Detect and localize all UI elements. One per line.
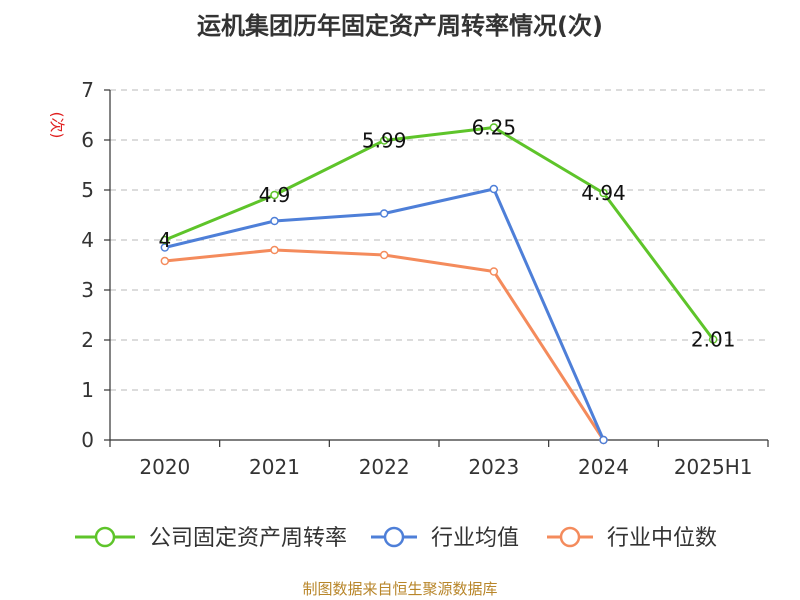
x-tick-label: 2024 <box>578 455 629 479</box>
series-line <box>164 126 715 341</box>
y-tick-label: 2 <box>81 328 94 352</box>
legend-marker <box>383 526 405 548</box>
data-point <box>379 136 389 145</box>
y-tick-label: 7 <box>81 78 94 102</box>
y-tick-label: 5 <box>81 178 94 202</box>
data-label: 6.25 <box>472 116 517 140</box>
data-point <box>270 245 279 255</box>
legend-marker <box>559 526 581 548</box>
series-line <box>164 187 605 441</box>
data-point <box>379 209 389 218</box>
data-point <box>599 188 608 198</box>
data-source-footer: 制图数据来自恒生聚源数据库 <box>302 580 498 598</box>
legend-label: 行业均值 <box>431 526 519 551</box>
y-tick-label: 3 <box>81 278 94 302</box>
x-tick-label: 2025H1 <box>674 455 753 479</box>
data-point <box>160 256 170 266</box>
series-line <box>164 248 605 441</box>
data-label: 4.94 <box>581 181 626 205</box>
chart-title: 运机集团历年固定资产周转率情况(次) <box>197 12 603 40</box>
legend-label: 行业中位数 <box>607 526 717 551</box>
y-tick-label: 0 <box>81 428 94 452</box>
data-label: 4.9 <box>259 183 291 207</box>
y-tick-label: 6 <box>81 128 94 152</box>
data-point <box>489 267 499 276</box>
data-point <box>489 123 499 132</box>
legend-label: 公司固定资产周转率 <box>149 526 347 551</box>
x-tick-label: 2022 <box>359 455 410 479</box>
data-point <box>160 235 170 245</box>
data-point <box>270 190 279 200</box>
data-label: 4 <box>158 228 171 252</box>
x-tick-label: 2023 <box>468 455 519 479</box>
y-axis-label: (次) <box>48 112 66 139</box>
data-label: 5.99 <box>362 129 407 153</box>
y-tick-label: 4 <box>81 228 94 252</box>
data-point <box>270 216 279 226</box>
x-tick-label: 2020 <box>139 455 190 479</box>
legend-marker <box>94 526 116 548</box>
data-point <box>708 335 718 344</box>
data-point <box>379 250 389 260</box>
y-tick-label: 1 <box>81 378 94 402</box>
data-point <box>599 435 608 445</box>
data-point <box>489 184 499 194</box>
x-tick-label: 2021 <box>249 455 300 479</box>
data-label: 2.01 <box>691 328 736 352</box>
